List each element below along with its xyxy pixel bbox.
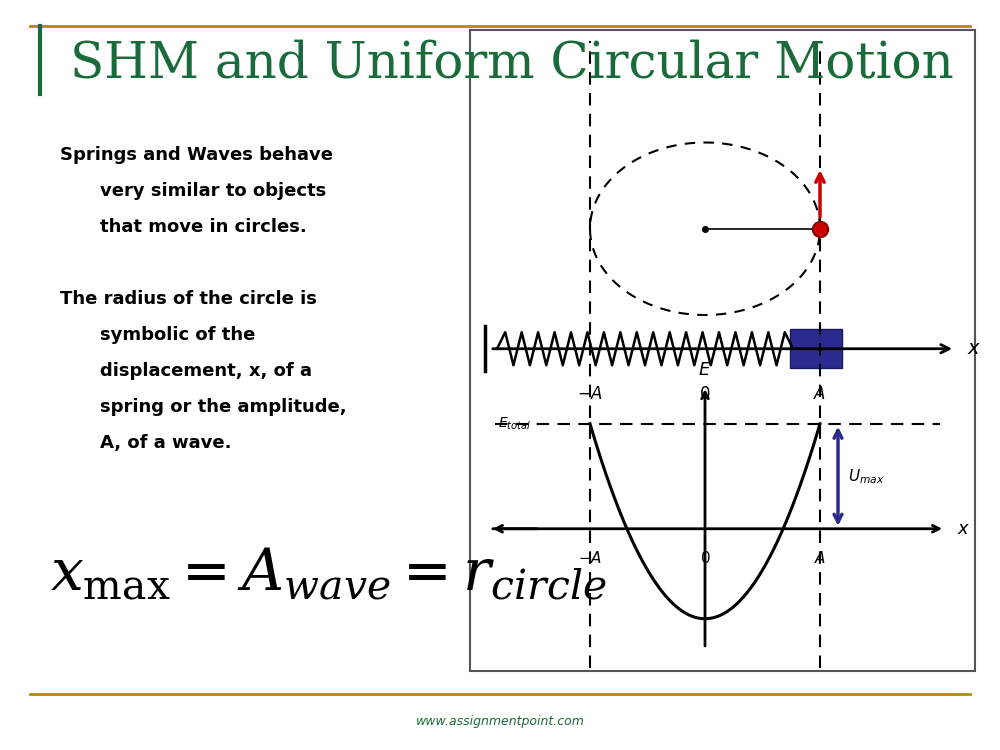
- Bar: [790, 329, 842, 368]
- Text: $A$: $A$: [814, 550, 826, 566]
- Text: $x_{\mathrm{max}} = A_{\mathit{wave}} = r_{\mathit{circle}}$: $x_{\mathrm{max}} = A_{\mathit{wave}} = …: [50, 545, 607, 602]
- Text: $A$: $A$: [813, 385, 827, 403]
- Text: $-A$: $-A$: [578, 550, 602, 566]
- Text: $U_{max}$: $U_{max}$: [848, 467, 884, 485]
- Text: A, of a wave.: A, of a wave.: [100, 434, 232, 452]
- Text: Springs and Waves behave: Springs and Waves behave: [60, 146, 333, 164]
- Text: displacement, x, of a: displacement, x, of a: [100, 362, 312, 380]
- Text: very similar to objects: very similar to objects: [100, 182, 326, 200]
- Text: SHM and Uniform Circular Motion: SHM and Uniform Circular Motion: [70, 39, 954, 88]
- Text: $E$: $E$: [698, 361, 712, 379]
- Text: that move in circles.: that move in circles.: [100, 218, 307, 236]
- Text: spring or the amplitude,: spring or the amplitude,: [100, 398, 347, 416]
- Text: symbolic of the: symbolic of the: [100, 326, 255, 344]
- Text: www.assignmentpoint.com: www.assignmentpoint.com: [416, 715, 584, 728]
- Text: The radius of the circle is: The radius of the circle is: [60, 290, 317, 308]
- Text: $0$: $0$: [699, 385, 711, 403]
- Text: $x$: $x$: [957, 520, 970, 538]
- Text: $0$: $0$: [700, 550, 710, 566]
- Text: $-A$: $-A$: [577, 385, 603, 403]
- Text: $E_{total}$: $E_{total}$: [498, 416, 531, 432]
- Text: $x$: $x$: [967, 339, 981, 358]
- Bar: [470, 30, 975, 671]
